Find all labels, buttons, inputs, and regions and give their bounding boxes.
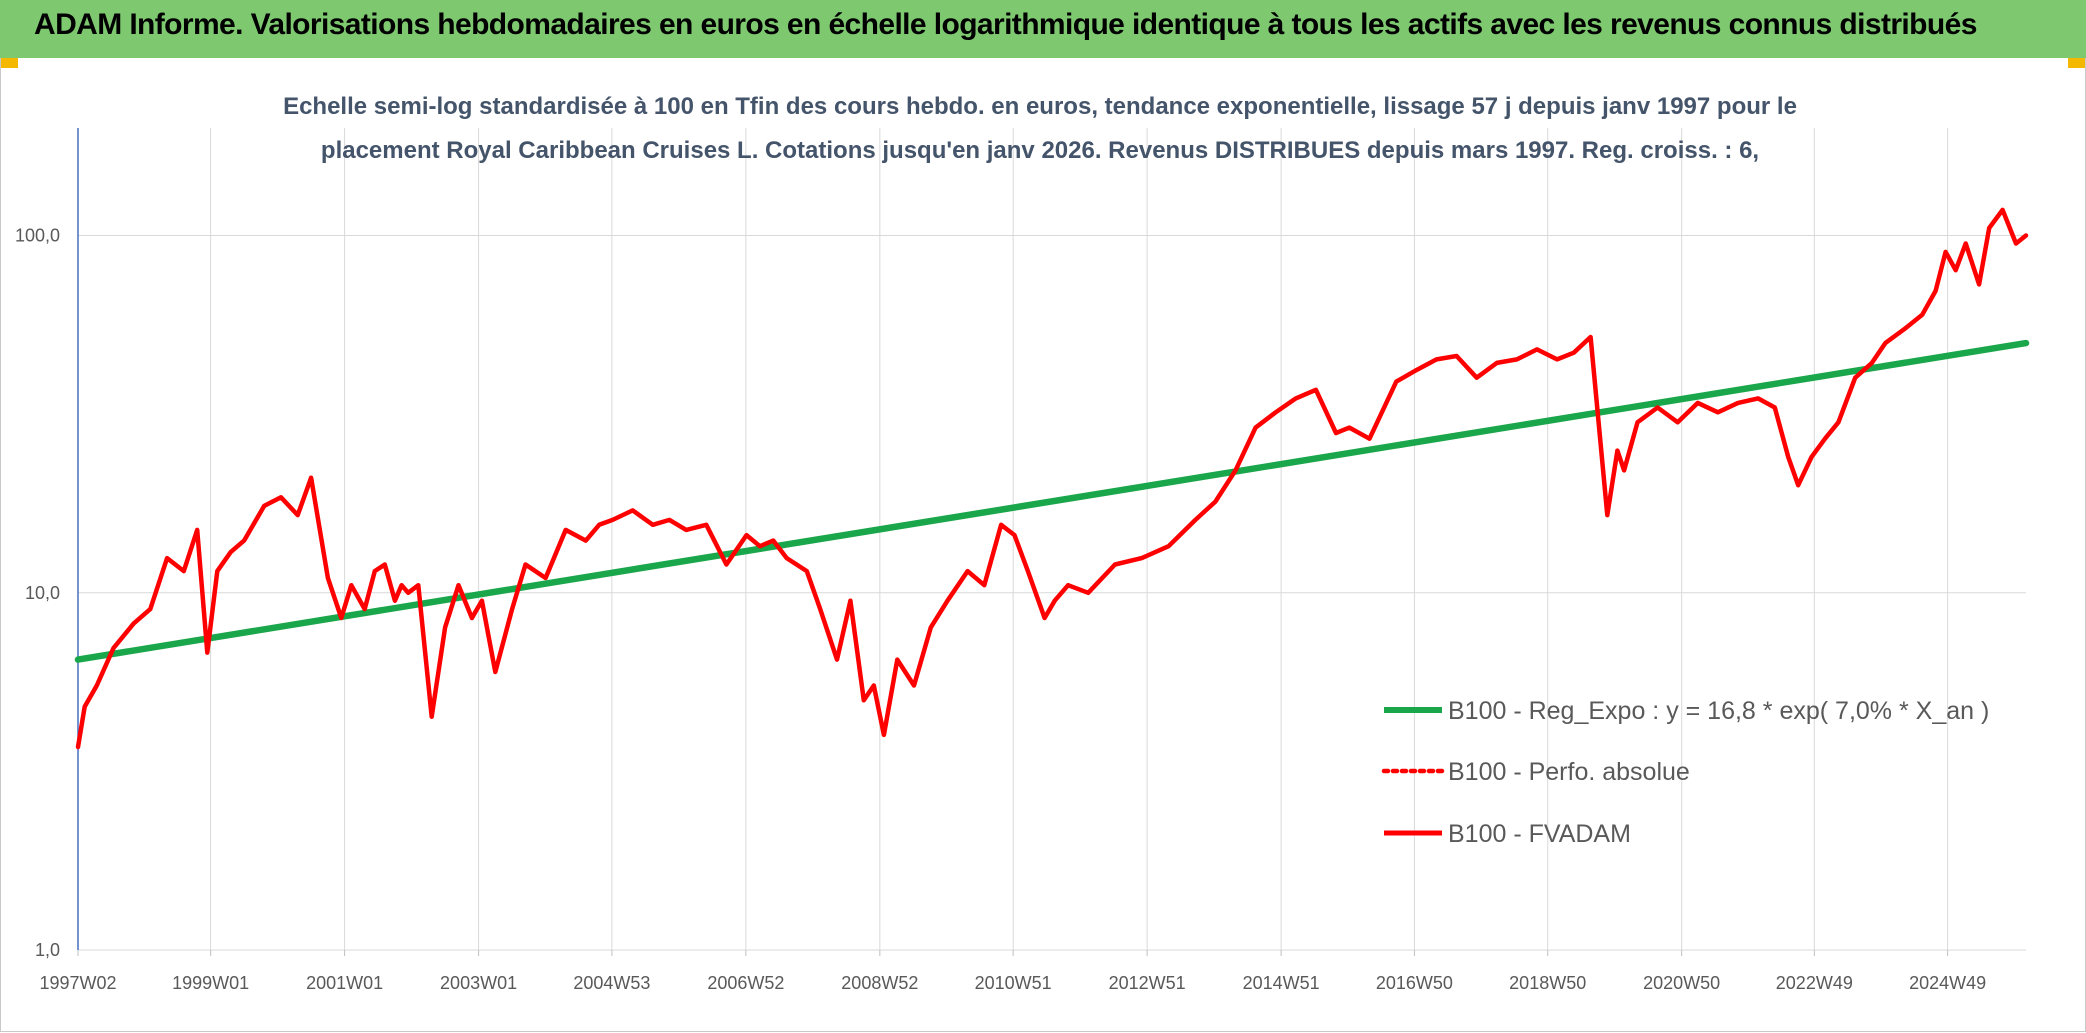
chart-subtitle-line-2: placement Royal Caribbean Cruises L. Cot… [321, 137, 1759, 164]
y-tick-label: 100,0 [15, 226, 60, 246]
legend: B100 - Reg_Expo : y = 16,8 * exp( 7,0% *… [1381, 697, 1989, 848]
y-tick-labels: 1,0 10,0 100,0 [15, 226, 60, 960]
x-tick-label: 2001W01 [306, 973, 383, 993]
corner-marker-left [0, 58, 18, 68]
x-tick-label: 2014W51 [1243, 973, 1320, 993]
gridlines [77, 128, 2026, 951]
x-tick-label: 2003W01 [440, 973, 517, 993]
corner-marker-right [2068, 58, 2086, 68]
legend-label: B100 - FVADAM [1448, 820, 1631, 848]
x-tick-labels: 1997W02 1999W01 2001W01 2003W01 2004W53 2006W… [39, 950, 1986, 993]
regression-line [74, 339, 2030, 663]
title-banner: ADAM Informe. Valorisations hebdomadaire… [0, 0, 2086, 58]
chart-subtitle-line-1: Echelle semi-log standardisée à 100 en T… [283, 93, 1797, 120]
legend-label: B100 - Reg_Expo : y = 16,8 * exp( 7,0% *… [1448, 697, 1989, 725]
legend-item-regression: B100 - Reg_Expo : y = 16,8 * exp( 7,0% *… [1384, 697, 1989, 725]
y-tick-label: 1,0 [35, 940, 60, 960]
x-tick-label: 2008W52 [841, 973, 918, 993]
x-tick-label: 2016W50 [1376, 973, 1453, 993]
x-tick-label: 2006W52 [707, 973, 784, 993]
x-tick-label: 2024W49 [1909, 973, 1986, 993]
legend-item-fvadam: B100 - FVADAM [1384, 820, 1631, 848]
x-tick-label: 2020W50 [1643, 973, 1720, 993]
x-tick-label: 2012W51 [1109, 973, 1186, 993]
x-tick-label: 2004W53 [573, 973, 650, 993]
x-tick-label: 2010W51 [975, 973, 1052, 993]
x-tick-label: 1997W02 [39, 973, 116, 993]
x-tick-label: 2018W50 [1509, 973, 1586, 993]
y-tick-label: 10,0 [25, 583, 60, 603]
legend-label: B100 - Perfo. absolue [1448, 758, 1690, 786]
x-tick-label: 2022W49 [1776, 973, 1853, 993]
x-tick-label: 1999W01 [172, 973, 249, 993]
page-title: ADAM Informe. Valorisations hebdomadaire… [34, 8, 1977, 41]
series-layer [74, 207, 2030, 750]
legend-item-perfo-absolue: B100 - Perfo. absolue [1381, 758, 1690, 786]
fvadam-line [75, 207, 2029, 750]
